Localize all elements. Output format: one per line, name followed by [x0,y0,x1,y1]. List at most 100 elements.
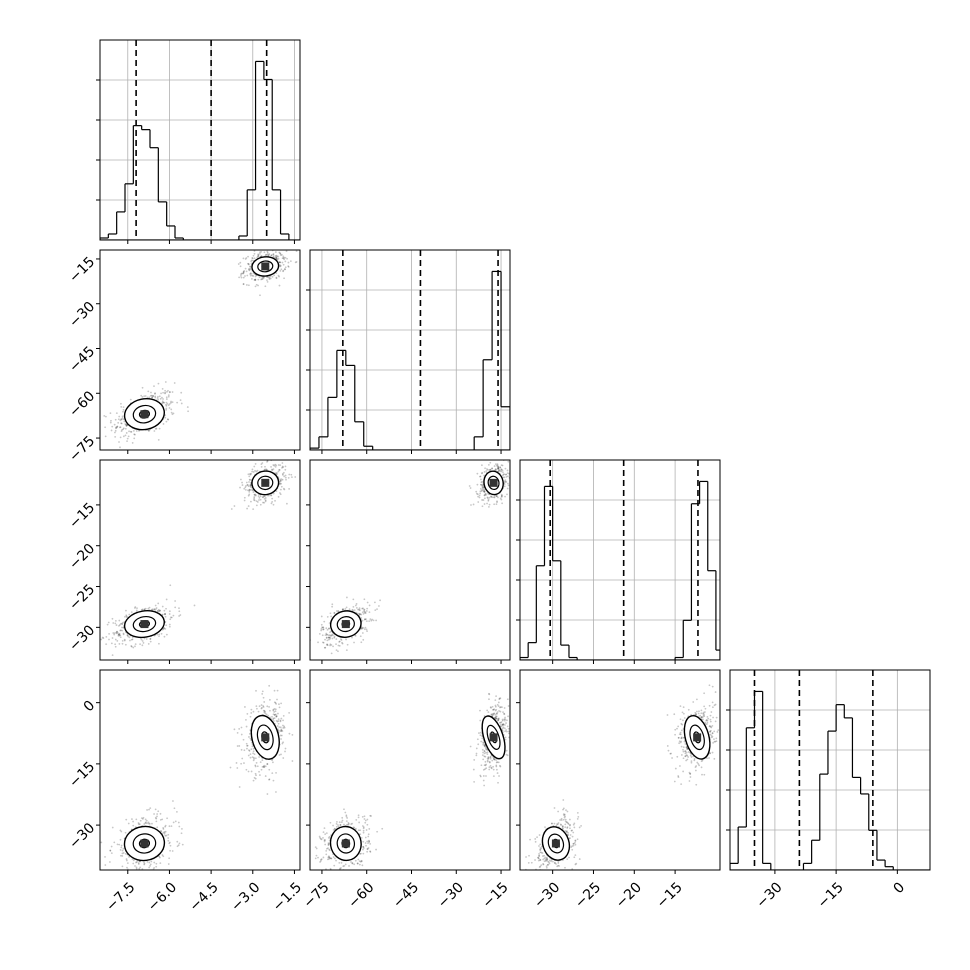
sample-point [251,470,254,473]
sample-point [332,856,335,858]
sample-point [169,844,172,847]
sample-point [488,761,491,764]
sample-point [115,427,117,430]
sample-point [295,250,298,253]
histogram-p1 [100,60,300,240]
sample-point [359,613,362,616]
sample-point [482,742,485,745]
sample-point [114,645,117,648]
sample-point [279,479,282,482]
sample-point [245,284,248,286]
sample-point [362,638,365,641]
sample-point [172,821,175,824]
sample-point [156,610,159,612]
density-p2-p3 [310,460,510,655]
sample-point [247,263,250,265]
sample-point [490,713,493,716]
sample-point [141,608,144,611]
sample-point [158,633,161,636]
sample-point [352,598,355,601]
sample-point [263,764,266,767]
sample-point [167,394,170,397]
sample-point [148,396,151,399]
y-tick-label: −45 [66,343,98,375]
sample-point [248,736,250,738]
sample-point [104,864,107,866]
sample-point [281,465,284,468]
sample-point [244,706,246,708]
sample-point [359,829,362,832]
contour-level [257,260,274,273]
sample-point [491,715,494,717]
sample-point [176,810,178,813]
sample-point [159,862,162,865]
sample-point [151,608,154,611]
sample-point [327,847,329,850]
sample-point [144,395,147,397]
sample-point [499,466,502,469]
sample-point [159,609,161,612]
sample-point [326,858,329,861]
sample-point [536,836,538,839]
sample-point [351,636,353,639]
sample-point [263,468,266,471]
sample-point [347,821,350,824]
sample-point [482,741,484,744]
contour-level [132,615,157,633]
sample-point [242,271,245,274]
sample-point [348,823,350,825]
sample-point [327,855,330,858]
sample-point [266,763,269,765]
sample-point [363,608,366,611]
sample-point [506,487,509,490]
sample-point [507,475,509,478]
sample-point [355,827,357,830]
sample-point [322,626,325,629]
sample-point [330,634,332,637]
sample-point [277,470,280,473]
sample-point [107,621,110,624]
sample-point [487,492,489,495]
sample-point [157,880,159,882]
sample-point [367,835,370,838]
sample-point [362,846,365,848]
sample-point [240,478,242,481]
sample-point [489,764,492,767]
sample-point [167,837,170,839]
sample-point [111,617,114,620]
sample-point [105,636,108,638]
sample-point [122,632,125,635]
density-peak [489,478,498,487]
sample-point [363,818,366,820]
sample-point [324,833,327,835]
sample-point [483,750,486,753]
sample-point [171,401,174,404]
sample-point [280,738,282,740]
sample-point [574,840,577,842]
sample-point [558,865,561,867]
sample-point [245,768,248,771]
sample-point [344,608,347,610]
sample-point [261,496,264,499]
sample-point [488,503,491,506]
sample-point [276,473,278,476]
sample-point [161,400,164,403]
sample-point [710,736,713,739]
sample-point [538,855,540,857]
sample-point [118,634,121,637]
sample-point [329,643,332,646]
sample-point [253,758,255,760]
sample-point [261,759,264,762]
sample-point [326,644,328,646]
x-tick-label: −4.5 [187,879,222,914]
sample-point [548,861,550,864]
sample-point [165,624,168,627]
sample-point [110,852,113,855]
sample-point [345,638,347,641]
sample-point [571,829,573,832]
sample-point [351,862,354,864]
sample-point [260,768,263,771]
sample-point [492,709,494,711]
sample-point [125,425,128,427]
